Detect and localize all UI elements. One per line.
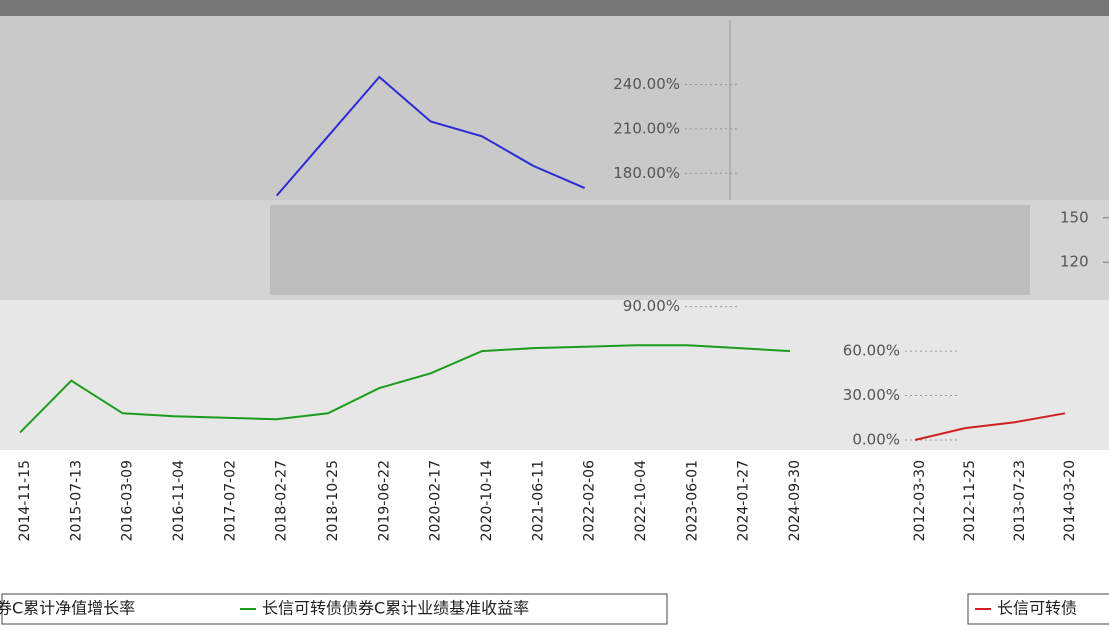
x-tick-label: 2016-11-04 (171, 460, 187, 541)
y-tick-label: 90.00% (623, 297, 680, 315)
y2-tick-label: 120 (1060, 253, 1089, 271)
x-tick-label: 2023-06-01 (684, 460, 700, 541)
x-tick-label: 2024-01-27 (736, 460, 752, 541)
x-tick-label: 2018-02-27 (274, 460, 290, 541)
y-tick-label: 240.00% (613, 75, 680, 93)
x-tick-label: 2014-03-20 (1062, 460, 1078, 541)
x-tick-label: 2016-03-09 (120, 460, 136, 541)
upper-panel (0, 16, 1109, 200)
date-area (0, 450, 1109, 595)
legend-label: 长信可转债债券C累计业绩基准收益率 (262, 599, 529, 618)
x-tick-label: 2024-09-30 (787, 460, 803, 541)
x-tick-label: 2022-02-06 (582, 460, 598, 541)
noise-strip (0, 0, 1109, 16)
x-tick-label: 2014-11-15 (17, 460, 33, 541)
series-line (275, 75, 586, 197)
x-tick-label: 2015-07-13 (68, 460, 84, 541)
x-tick-label: 2019-06-22 (376, 460, 392, 541)
legend-box (967, 593, 1109, 625)
y2-tick-label: 150 (1060, 208, 1089, 226)
x-tick-label: 2012-11-25 (962, 460, 978, 541)
y-tick-label: 60.00% (843, 342, 900, 360)
x-tick-label: 2021-06-11 (530, 460, 546, 541)
x-tick-label: 2018-10-25 (325, 460, 341, 541)
lower-panel (0, 300, 1109, 450)
x-tick-label: 2022-10-04 (633, 460, 649, 541)
series-line (914, 412, 1066, 441)
legend-label: 长信可转债债券C累计净值增长率 (0, 599, 135, 618)
y-tick-label: 180.00% (613, 164, 680, 182)
x-tick-label: 2020-10-14 (479, 460, 495, 541)
y-tick-label: 210.00% (613, 119, 680, 137)
legend-label: 长信可转债 (997, 599, 1077, 618)
y-tick-label: 30.00% (843, 386, 900, 404)
legend-box (1, 593, 668, 625)
x-tick-label: 2017-07-02 (222, 460, 238, 541)
y-tick-label: 0.00% (852, 431, 900, 449)
x-tick-label: 2013-07-23 (1012, 460, 1028, 541)
x-tick-label: 2012-03-30 (912, 460, 928, 541)
glitch-band (270, 205, 1030, 295)
x-tick-label: 2020-02-17 (428, 460, 444, 541)
series-line (19, 344, 791, 434)
